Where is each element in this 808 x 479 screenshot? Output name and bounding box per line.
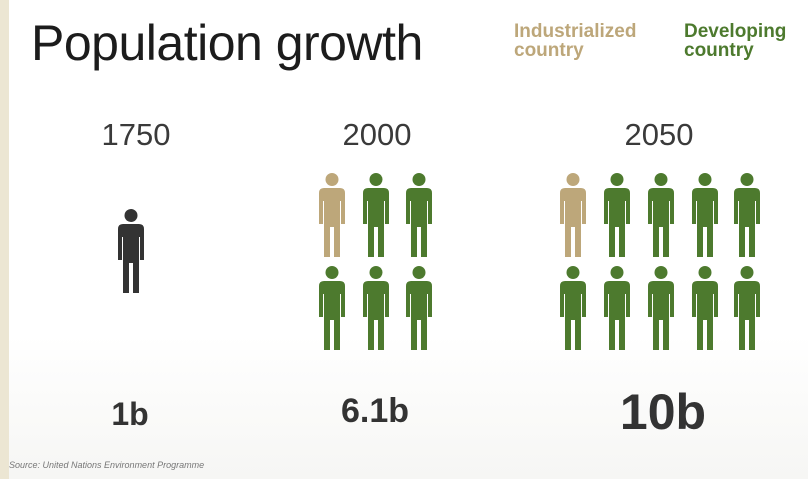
chart-title: Population growth (31, 15, 423, 71)
person-icon-2050-developing-2 (648, 173, 674, 257)
person-icon-2050-developing-1 (604, 173, 630, 257)
legend-industrialized: Industrialized country (514, 21, 637, 61)
person-icon-2050-developing-7 (648, 266, 674, 350)
person-icon-2000-developing-4 (363, 266, 389, 350)
person-icon-2050-developing-6 (604, 266, 630, 350)
person-icon-2050-developing-9 (734, 266, 760, 350)
year-label-2000: 2000 (342, 117, 412, 152)
person-icon-2000-developing-5 (406, 266, 432, 350)
legend-developing: Developing country (684, 21, 787, 61)
infographic-frame: Population growth Industrialized country… (9, 0, 808, 479)
total-label-2050: 10b (619, 384, 707, 440)
source-note: Source: United Nations Environment Progr… (9, 460, 205, 470)
person-icon-2050-developing-4 (734, 173, 760, 257)
person-icon-2000-developing-2 (406, 173, 432, 257)
year-label-1750: 1750 (101, 117, 171, 152)
person-icon-2000-industrialized-0 (319, 173, 345, 257)
person-icon-2050-developing-8 (692, 266, 718, 350)
person-icon-1750-world-0 (118, 209, 144, 293)
total-label-2000: 6.1b (340, 392, 410, 430)
person-icon-2000-developing-1 (363, 173, 389, 257)
person-icon-2050-developing-5 (560, 266, 586, 350)
person-icon-2050-industrialized-0 (560, 173, 586, 257)
year-label-2050: 2050 (624, 117, 694, 152)
pictogram-area (118, 173, 760, 350)
person-icon-2000-developing-3 (319, 266, 345, 350)
total-label-1750: 1b (111, 396, 149, 432)
person-icon-2050-developing-3 (692, 173, 718, 257)
